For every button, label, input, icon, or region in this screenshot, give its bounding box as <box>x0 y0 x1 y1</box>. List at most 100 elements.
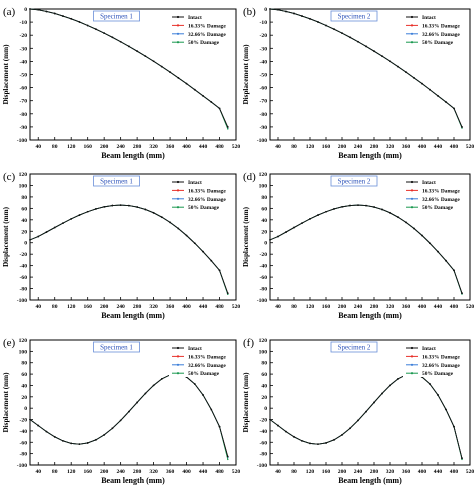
series-point-0 <box>269 8 271 10</box>
legend-swatch-point <box>410 363 414 366</box>
y-tick-label: 100 <box>19 183 28 189</box>
y-tick-label: 120 <box>259 172 268 178</box>
x-tick-label: 200 <box>338 304 347 310</box>
series-point-0 <box>405 71 407 74</box>
x-tick-label: 120 <box>67 304 76 310</box>
series-point-0 <box>349 204 351 207</box>
panel-title: Specimen 2 <box>338 13 371 21</box>
legend-swatch-point <box>176 41 180 44</box>
series-point-0 <box>127 45 130 48</box>
legend-label: 16.33% Damage <box>422 188 460 194</box>
series-point-0 <box>111 427 114 430</box>
series-point-0 <box>301 15 303 17</box>
y-tick-label: -70 <box>20 99 28 105</box>
y-tick-label: -90 <box>260 125 268 131</box>
y-axis-label: Displacement (mm) <box>2 372 10 433</box>
series-point-0 <box>389 60 391 63</box>
legend-label: 16.33% Damage <box>422 354 460 360</box>
legend-label: 50% Damage <box>422 40 454 46</box>
series-point-0 <box>341 205 343 208</box>
series-point-0 <box>218 269 221 272</box>
legend-swatch-point <box>410 41 414 44</box>
panel-label: (f) <box>243 337 254 349</box>
x-tick-label: 520 <box>466 304 474 310</box>
x-tick-label: 480 <box>450 144 459 150</box>
x-tick-label: 120 <box>306 144 315 150</box>
panel-label: (c) <box>3 171 16 183</box>
y-tick-label: 0 <box>264 7 267 13</box>
x-tick-label: 320 <box>149 144 158 150</box>
y-tick-label: -40 <box>20 264 28 270</box>
chart-panel-2: 40 80 120 160 200 240 280 320 360 400 440 480 520 0 -1… <box>242 6 474 160</box>
series-point-0 <box>285 10 287 13</box>
series-point-0 <box>136 401 139 404</box>
series-point-0 <box>210 408 213 411</box>
x-tick-label: 80 <box>52 304 58 310</box>
legend-swatch-point <box>176 24 180 27</box>
series-point-0 <box>210 101 213 103</box>
series-point-0 <box>429 383 431 385</box>
legend-swatch-point <box>410 206 414 209</box>
series-point-0 <box>53 226 56 229</box>
y-tick-label: -100 <box>257 138 267 144</box>
x-tick-label: 40 <box>35 304 41 310</box>
x-tick-label: 520 <box>232 469 241 475</box>
y-tick-label: -40 <box>260 429 268 435</box>
chart-panel-5: 40 80 120 160 200 240 280 320 360 400 440 480 520120… <box>2 337 240 485</box>
x-tick-label: 40 <box>275 304 281 310</box>
x-axis-label: Beam length (mm) <box>338 151 402 160</box>
panel-title: Specimen 1 <box>100 178 133 186</box>
series-point-0 <box>317 214 319 216</box>
series-point-0 <box>185 234 188 237</box>
y-tick-label: -60 <box>20 440 28 446</box>
series-point-0 <box>70 218 73 220</box>
y-tick-label: 120 <box>259 338 268 344</box>
series-point-0 <box>226 292 229 295</box>
series-point-0 <box>421 82 423 85</box>
series-point-0 <box>381 208 383 211</box>
x-tick-label: 480 <box>215 469 224 475</box>
series-point-0 <box>325 442 327 444</box>
series-point-0 <box>136 50 139 53</box>
x-tick-label: 440 <box>199 469 208 475</box>
series-point-0 <box>218 107 221 110</box>
x-tick-label: 160 <box>83 469 92 475</box>
x-tick-label: 400 <box>182 469 191 475</box>
x-tick-label: 280 <box>133 469 142 475</box>
x-tick-label: 240 <box>354 144 363 150</box>
series-point-0 <box>461 292 463 295</box>
chart-panel-4: 40 80 120 160 200 240 280 320 360 400 440 480 520120… <box>242 171 474 320</box>
x-tick-label: 120 <box>67 144 76 150</box>
y-tick-label: -20 <box>260 418 268 424</box>
y-tick-label: 0 <box>24 241 27 247</box>
panel-label: (d) <box>243 171 256 183</box>
y-tick-label: -20 <box>20 252 28 258</box>
panel-title: Specimen 1 <box>100 13 133 21</box>
legend-swatch-point <box>176 197 180 200</box>
x-tick-label: 80 <box>291 144 297 150</box>
panel-label: (e) <box>3 337 16 349</box>
x-tick-label: 360 <box>166 304 175 310</box>
series-point-0 <box>301 439 303 442</box>
series-point-0 <box>37 8 40 11</box>
series-point-0 <box>193 88 196 91</box>
x-tick-label: 80 <box>291 304 297 310</box>
legend-swatch-point <box>410 24 414 27</box>
x-tick-label: 200 <box>338 469 347 475</box>
y-tick-label: -80 <box>260 112 268 118</box>
x-tick-label: 400 <box>418 469 427 475</box>
y-tick-label: 80 <box>261 195 267 201</box>
x-tick-label: 240 <box>354 304 363 310</box>
y-tick-label: 0 <box>24 406 27 412</box>
x-tick-label: 40 <box>275 144 281 150</box>
legend-swatch-point <box>176 189 180 192</box>
series-point-0 <box>226 126 229 128</box>
legend-swatch-point <box>410 180 414 184</box>
panel-title-box <box>93 341 140 353</box>
y-tick-label: -50 <box>20 73 28 79</box>
legend-swatch-point <box>410 15 414 19</box>
y-axis-label: Displacement (mm) <box>2 44 10 105</box>
series-point-0 <box>285 231 287 233</box>
x-tick-label: 360 <box>402 469 411 475</box>
series-point-0 <box>185 82 188 85</box>
